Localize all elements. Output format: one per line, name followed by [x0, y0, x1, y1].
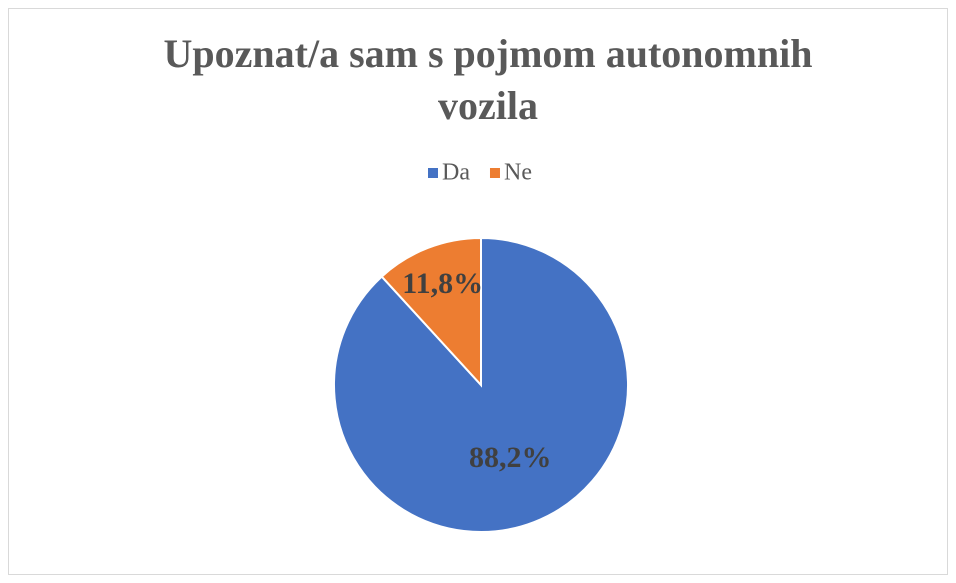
legend-label: Da	[442, 160, 470, 186]
legend-swatch	[428, 168, 438, 178]
chart-title: Upoznat/a sam s pojmom autonomnih vozila	[163, 31, 813, 128]
pie-slice	[380, 236, 482, 388]
legend-label: Ne	[504, 160, 532, 186]
data-label: 88,2%	[469, 441, 552, 474]
legend-swatch	[489, 168, 500, 178]
data-label: 11,8%	[402, 267, 483, 300]
